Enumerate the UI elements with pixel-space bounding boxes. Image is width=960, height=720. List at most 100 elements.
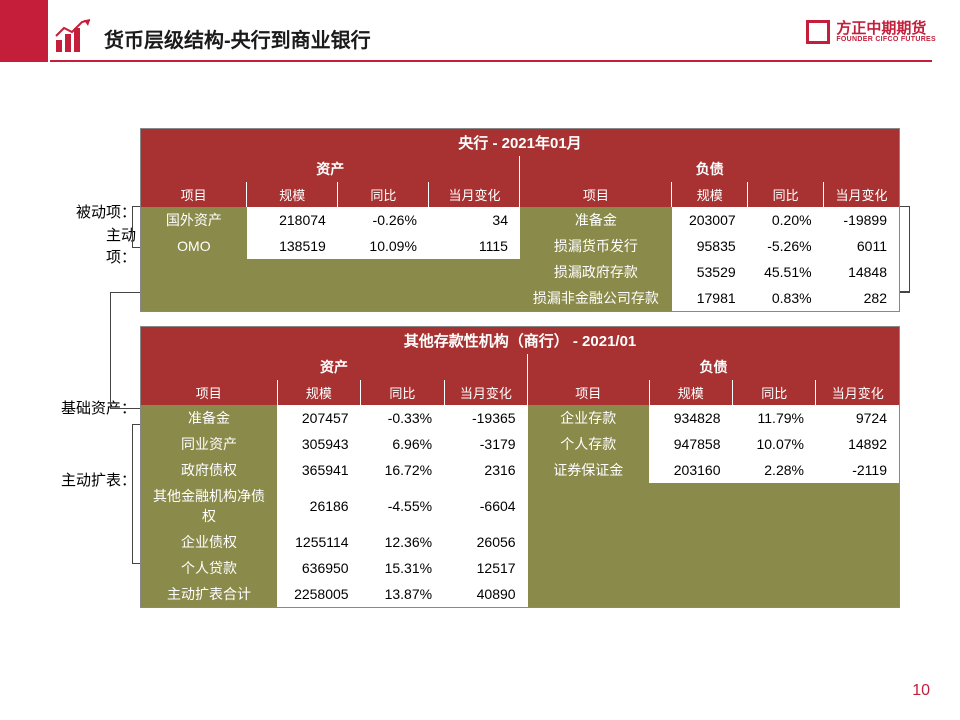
table-row-label bbox=[528, 483, 649, 529]
logo-text: 方正中期期货 bbox=[836, 21, 936, 36]
t1-title: 央行 - 2021年01月 bbox=[141, 129, 900, 157]
t2-col: 规模 bbox=[277, 380, 360, 405]
t1-section-assets: 资产 bbox=[141, 156, 520, 182]
table-cell: 934828 bbox=[649, 405, 732, 431]
table-commercial-bank: 其他存款性机构（商行） - 2021/01 资产 负债 项目 规模 同比 当月变… bbox=[140, 326, 900, 608]
table-row-label bbox=[528, 529, 649, 555]
side-label-active-expand: 主动扩表： bbox=[48, 470, 136, 493]
table-cell: 45.51% bbox=[748, 259, 824, 285]
t1-col: 项目 bbox=[141, 182, 247, 207]
logo-icon bbox=[806, 20, 830, 44]
table-cell bbox=[816, 483, 900, 529]
table-row-label: 企业债权 bbox=[141, 529, 278, 555]
table-cell: 26056 bbox=[444, 529, 527, 555]
connector-to-t2 bbox=[110, 408, 140, 409]
header-red-block bbox=[0, 0, 48, 62]
table-cell: 26186 bbox=[277, 483, 360, 529]
table-cell bbox=[247, 285, 338, 312]
t1-col: 当月变化 bbox=[824, 182, 900, 207]
table-cell: 0.83% bbox=[748, 285, 824, 312]
table-cell: 95835 bbox=[672, 233, 748, 259]
table-row-label: 个人贷款 bbox=[141, 555, 278, 581]
table-cell bbox=[816, 581, 900, 608]
t1-section-liab: 负债 bbox=[520, 156, 900, 182]
table-row-label: 其他金融机构净债权 bbox=[141, 483, 278, 529]
table-cell: -4.55% bbox=[361, 483, 444, 529]
table-row-label bbox=[141, 259, 247, 285]
table-cell bbox=[732, 529, 815, 555]
table-cell bbox=[649, 555, 732, 581]
table-row-label bbox=[528, 581, 649, 608]
table-cell: 9724 bbox=[816, 405, 900, 431]
table-cell: -0.26% bbox=[338, 207, 429, 233]
table-cell: 138519 bbox=[247, 233, 338, 259]
table-row-label: 准备金 bbox=[520, 207, 672, 233]
table-central-bank: 央行 - 2021年01月 资产 负债 项目 规模 同比 当月变化 项目 规模 … bbox=[140, 128, 900, 312]
table-cell: -6604 bbox=[444, 483, 527, 529]
table-cell: 282 bbox=[824, 285, 900, 312]
table-cell: 305943 bbox=[277, 431, 360, 457]
table-cell: 0.20% bbox=[748, 207, 824, 233]
table-row-label: 损漏货币发行 bbox=[520, 233, 672, 259]
t1-col: 规模 bbox=[672, 182, 748, 207]
table-cell: 14892 bbox=[816, 431, 900, 457]
table-cell bbox=[429, 285, 520, 312]
table-cell: 13.87% bbox=[361, 581, 444, 608]
t1-col: 规模 bbox=[247, 182, 338, 207]
table-cell: 14848 bbox=[824, 259, 900, 285]
table-cell: 2.28% bbox=[732, 457, 815, 483]
table-cell: 203007 bbox=[672, 207, 748, 233]
table-cell bbox=[732, 555, 815, 581]
title-underline bbox=[50, 60, 932, 62]
label-active-2: 项： bbox=[106, 249, 136, 266]
table-cell: -3179 bbox=[444, 431, 527, 457]
table-row-label: 国外资产 bbox=[141, 207, 247, 233]
page-number: 10 bbox=[912, 682, 930, 700]
side-label-passive-active: 被动项： 主动 项： bbox=[48, 202, 136, 270]
table-row-label bbox=[528, 555, 649, 581]
t2-section-assets: 资产 bbox=[141, 354, 528, 380]
t2-col: 当月变化 bbox=[816, 380, 900, 405]
table-cell: 11.79% bbox=[732, 405, 815, 431]
table-row-label: 损漏政府存款 bbox=[520, 259, 672, 285]
table-row-label: 准备金 bbox=[141, 405, 278, 431]
table-cell: 10.07% bbox=[732, 431, 815, 457]
t1-col: 项目 bbox=[520, 182, 672, 207]
t1-col: 同比 bbox=[338, 182, 429, 207]
chart-icon bbox=[54, 18, 94, 54]
table-cell: 636950 bbox=[277, 555, 360, 581]
table-cell: 10.09% bbox=[338, 233, 429, 259]
t2-section-liab: 负债 bbox=[528, 354, 900, 380]
table-row-label: 同业资产 bbox=[141, 431, 278, 457]
table-cell: 2316 bbox=[444, 457, 527, 483]
table-row-label bbox=[141, 285, 247, 312]
table-cell: 15.31% bbox=[361, 555, 444, 581]
table-cell: 12.36% bbox=[361, 529, 444, 555]
table-row-label: 企业存款 bbox=[528, 405, 649, 431]
table-cell: 53529 bbox=[672, 259, 748, 285]
table-cell bbox=[247, 259, 338, 285]
table-cell: 1115 bbox=[429, 233, 520, 259]
logo-subtext: FOUNDER CIFCO FUTURES bbox=[836, 36, 936, 43]
t1-col: 当月变化 bbox=[429, 182, 520, 207]
t2-col: 当月变化 bbox=[444, 380, 527, 405]
t2-col: 项目 bbox=[141, 380, 278, 405]
table-row-label: OMO bbox=[141, 233, 247, 259]
table-cell: -19365 bbox=[444, 405, 527, 431]
bracket-t1-right bbox=[900, 206, 910, 292]
table-cell bbox=[816, 529, 900, 555]
table-cell: 203160 bbox=[649, 457, 732, 483]
table-row-label: 政府债权 bbox=[141, 457, 278, 483]
table-cell: 1255114 bbox=[277, 529, 360, 555]
t2-col: 项目 bbox=[528, 380, 649, 405]
table-row-label: 损漏非金融公司存款 bbox=[520, 285, 672, 312]
table-cell bbox=[732, 483, 815, 529]
table-cell: -0.33% bbox=[361, 405, 444, 431]
table-row-label: 证券保证金 bbox=[528, 457, 649, 483]
table-cell: 6.96% bbox=[361, 431, 444, 457]
table-cell bbox=[816, 555, 900, 581]
table-cell: -5.26% bbox=[748, 233, 824, 259]
bracket-t1-left bbox=[132, 206, 140, 248]
table-cell bbox=[338, 259, 429, 285]
table-row-label: 主动扩表合计 bbox=[141, 581, 278, 608]
